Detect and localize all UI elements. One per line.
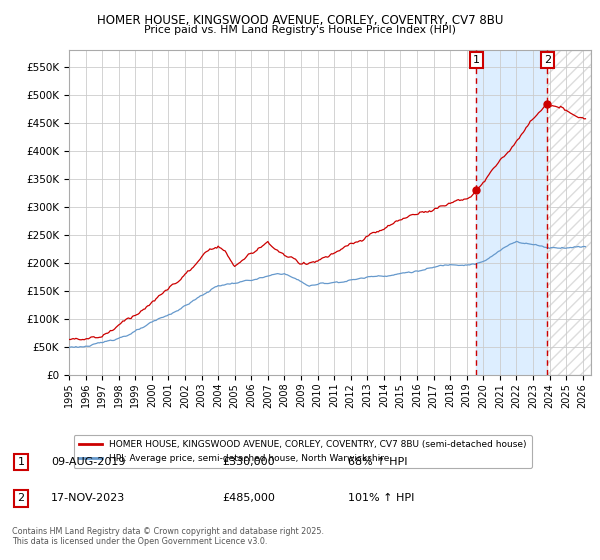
Text: 17-NOV-2023: 17-NOV-2023 [51, 493, 125, 503]
Text: 2: 2 [544, 55, 551, 66]
Legend: HOMER HOUSE, KINGSWOOD AVENUE, CORLEY, COVENTRY, CV7 8BU (semi-detached house), : HOMER HOUSE, KINGSWOOD AVENUE, CORLEY, C… [74, 435, 532, 468]
Text: 1: 1 [17, 457, 25, 467]
Text: Price paid vs. HM Land Registry's House Price Index (HPI): Price paid vs. HM Land Registry's House … [144, 25, 456, 35]
Bar [547, 50, 591, 375]
Text: 2: 2 [17, 493, 25, 503]
Text: £330,000: £330,000 [222, 457, 275, 467]
Text: 101% ↑ HPI: 101% ↑ HPI [348, 493, 415, 503]
Text: Contains HM Land Registry data © Crown copyright and database right 2025.
This d: Contains HM Land Registry data © Crown c… [12, 526, 324, 546]
Bar [476, 50, 547, 375]
Text: £485,000: £485,000 [222, 493, 275, 503]
Text: HOMER HOUSE, KINGSWOOD AVENUE, CORLEY, COVENTRY, CV7 8BU: HOMER HOUSE, KINGSWOOD AVENUE, CORLEY, C… [97, 14, 503, 27]
Text: 09-AUG-2019: 09-AUG-2019 [51, 457, 125, 467]
Bar [547, 50, 591, 375]
Text: 1: 1 [473, 55, 480, 66]
Text: 68% ↑ HPI: 68% ↑ HPI [348, 457, 407, 467]
